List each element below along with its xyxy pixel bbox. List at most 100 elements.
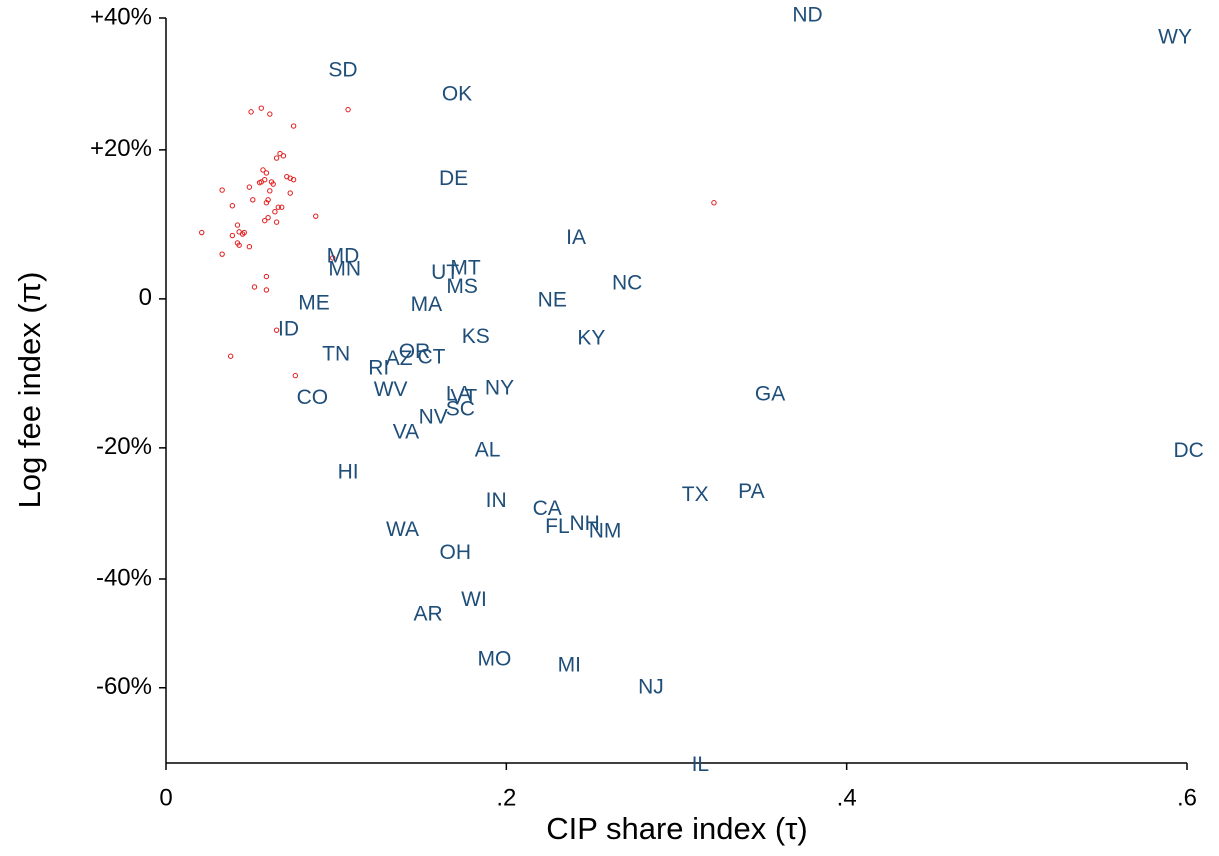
state-label: GA: [755, 383, 785, 406]
x-tick-label: .6: [1177, 784, 1197, 811]
state-label: MS: [446, 275, 478, 298]
state-label: MD: [327, 245, 360, 268]
state-label: SD: [328, 58, 357, 81]
state-label: LA: [446, 383, 472, 406]
state-label: AR: [413, 602, 442, 625]
point: [280, 153, 287, 159]
state-label: VT: [450, 385, 477, 408]
state-label: IL: [692, 753, 710, 776]
y-tick-label: -60%: [96, 673, 152, 700]
point: [246, 244, 253, 250]
state-label: CA: [533, 497, 562, 520]
state-label: MI: [558, 654, 581, 677]
y-tick-label: -20%: [96, 433, 152, 460]
point: [261, 217, 268, 224]
point: [261, 176, 268, 183]
point: [273, 219, 280, 225]
point: [263, 170, 270, 176]
point: [219, 251, 225, 257]
state-label: KS: [462, 325, 490, 348]
point: [265, 214, 271, 221]
point: [290, 176, 297, 183]
state-label: DE: [439, 167, 468, 190]
state-label: NC: [612, 272, 642, 295]
point: [279, 204, 285, 210]
state-label: RI: [368, 356, 389, 379]
point: [229, 203, 236, 209]
point: [263, 287, 270, 293]
state-label: MT: [450, 257, 480, 280]
point: [227, 353, 234, 359]
state-label: MN: [328, 257, 361, 280]
state-label: WA: [386, 518, 419, 541]
point: [236, 242, 242, 248]
state-label: ID: [278, 318, 299, 341]
point: [229, 232, 236, 239]
state-label: NY: [485, 377, 514, 400]
state-label: WY: [1158, 26, 1192, 49]
state-label: IN: [486, 489, 507, 512]
state-label: CT: [417, 345, 445, 368]
state-label: VA: [393, 421, 419, 444]
point: [313, 213, 319, 219]
y-tick-label: -40%: [96, 564, 152, 591]
state-label: NH: [569, 512, 599, 535]
state-label: MO: [478, 648, 512, 671]
state-label: NM: [589, 520, 622, 543]
point: [290, 123, 297, 129]
point: [330, 255, 336, 261]
y-tick-label: 0: [139, 284, 152, 311]
point: [199, 229, 205, 236]
point: [219, 187, 225, 193]
y-tick-label: +40%: [90, 3, 152, 30]
state-label: TN: [322, 342, 350, 365]
point: [272, 209, 278, 215]
state-label: FL: [545, 515, 570, 538]
x-axis-title: CIP share index (τ): [546, 811, 808, 846]
x-tick-label: .4: [837, 784, 857, 811]
state-label: TX: [682, 483, 709, 506]
state-label: NV: [419, 406, 448, 429]
point: [267, 188, 273, 194]
point: [711, 200, 717, 206]
point: [273, 327, 280, 333]
state-label: PA: [738, 480, 764, 503]
x-tick-label: 0: [159, 784, 172, 811]
point: [241, 229, 247, 236]
point: [260, 167, 266, 173]
state-label: CO: [297, 386, 329, 409]
state-label: OH: [440, 541, 472, 564]
x-tick-label: .2: [496, 784, 516, 811]
state-label: NJ: [638, 675, 664, 698]
state-label: AZ: [386, 347, 413, 370]
state-label: ME: [298, 292, 330, 315]
state-label: IA: [566, 226, 586, 249]
point: [246, 184, 253, 190]
state-label: HI: [338, 461, 359, 484]
y-axis-title: Log fee index (π): [12, 272, 47, 509]
point: [292, 372, 299, 379]
point: [263, 200, 270, 206]
state-label: OK: [442, 82, 472, 105]
state-label: MA: [411, 293, 443, 316]
state-label: OR: [399, 340, 431, 363]
state-label: UT: [431, 261, 459, 284]
point: [256, 179, 263, 186]
state-label: WI: [461, 588, 487, 611]
state-label: ND: [792, 3, 822, 26]
state-label: DC: [1174, 439, 1204, 462]
point: [267, 111, 273, 117]
state-label: WV: [374, 378, 408, 401]
point: [251, 284, 258, 290]
point: [263, 273, 270, 280]
point: [287, 190, 293, 196]
state-label: SC: [446, 397, 475, 420]
point: [258, 105, 264, 111]
point: [275, 204, 282, 210]
point: [270, 181, 276, 187]
point: [273, 155, 280, 161]
point: [345, 106, 351, 113]
point: [234, 222, 241, 228]
